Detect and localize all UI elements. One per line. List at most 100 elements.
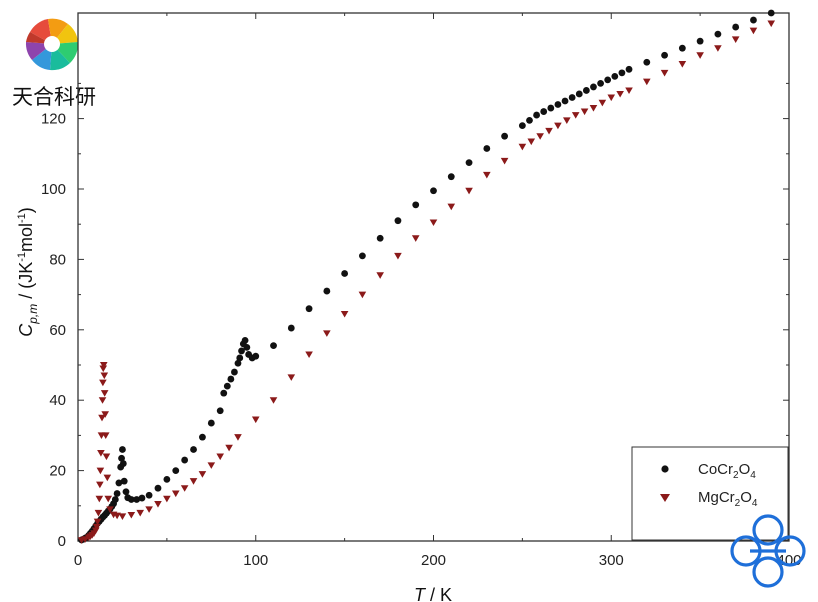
data-point-mgcr2o4 xyxy=(180,485,189,492)
data-point-mgcr2o4 xyxy=(749,27,758,35)
data-point-cocr2o4 xyxy=(119,446,126,453)
data-point-cocr2o4 xyxy=(554,101,562,108)
y-tick-label: 60 xyxy=(49,322,66,339)
data-point-mgcr2o4 xyxy=(465,187,473,195)
y-tick-label: 80 xyxy=(49,251,66,268)
data-point-mgcr2o4 xyxy=(234,434,242,441)
data-point-cocr2o4 xyxy=(111,496,119,503)
data-point-mgcr2o4 xyxy=(411,235,420,242)
brand-text: 天合科研 xyxy=(12,85,96,109)
data-point-mgcr2o4 xyxy=(94,509,103,517)
y-tick-label: 40 xyxy=(49,392,66,409)
data-point-cocr2o4 xyxy=(227,375,235,383)
data-point-mgcr2o4 xyxy=(98,414,106,422)
data-point-mgcr2o4 xyxy=(554,122,562,130)
data-point-mgcr2o4 xyxy=(93,518,102,526)
data-point-mgcr2o4 xyxy=(678,61,687,68)
data-point-mgcr2o4 xyxy=(99,362,108,369)
data-point-cocr2o4 xyxy=(118,454,125,462)
data-point-mgcr2o4 xyxy=(101,432,110,439)
data-point-mgcr2o4 xyxy=(323,330,331,337)
data-point-mgcr2o4 xyxy=(101,411,109,418)
data-point-cocr2o4 xyxy=(341,270,349,277)
watermark-logo-icon xyxy=(730,514,806,588)
data-point-cocr2o4 xyxy=(618,69,626,77)
data-point-mgcr2o4 xyxy=(225,444,233,452)
y-tick-label: 100 xyxy=(41,181,66,198)
data-point-mgcr2o4 xyxy=(483,171,491,179)
y-tick-label: 20 xyxy=(49,463,66,480)
data-point-cocr2o4 xyxy=(661,51,668,59)
data-point-cocr2o4 xyxy=(526,116,533,124)
data-point-mgcr2o4 xyxy=(305,351,313,359)
data-point-cocr2o4 xyxy=(287,324,295,332)
data-point-cocr2o4 xyxy=(590,83,597,91)
data-point-cocr2o4 xyxy=(138,494,146,502)
data-point-cocr2o4 xyxy=(270,342,277,350)
data-point-mgcr2o4 xyxy=(104,495,113,503)
data-point-mgcr2o4 xyxy=(96,467,105,475)
series-mgcr2o4 xyxy=(77,20,776,544)
y-axis-title: Cp,m / (JK-1mol-1) xyxy=(16,207,40,337)
data-point-cocr2o4 xyxy=(119,460,127,467)
data-point-cocr2o4 xyxy=(223,382,231,390)
data-point-mgcr2o4 xyxy=(563,117,571,124)
data-point-mgcr2o4 xyxy=(163,495,171,503)
data-point-mgcr2o4 xyxy=(198,471,207,478)
x-tick-label: 100 xyxy=(243,552,268,569)
brand-rainbow-icon xyxy=(25,18,79,71)
data-point-cocr2o4 xyxy=(216,407,224,415)
data-point-mgcr2o4 xyxy=(340,310,349,318)
data-point-mgcr2o4 xyxy=(118,513,127,520)
data-point-mgcr2o4 xyxy=(376,272,384,279)
data-point-mgcr2o4 xyxy=(616,90,624,98)
data-point-cocr2o4 xyxy=(113,490,121,497)
x-tick-label: 300 xyxy=(599,552,624,569)
data-point-cocr2o4 xyxy=(120,477,128,485)
data-point-cocr2o4 xyxy=(199,433,206,441)
data-point-mgcr2o4 xyxy=(127,511,136,519)
data-point-mgcr2o4 xyxy=(99,365,108,373)
data-point-cocr2o4 xyxy=(231,368,238,376)
data-point-mgcr2o4 xyxy=(598,99,607,107)
data-point-mgcr2o4 xyxy=(102,453,111,461)
data-point-mgcr2o4 xyxy=(269,397,278,404)
data-point-cocr2o4 xyxy=(575,90,583,98)
data-point-cocr2o4 xyxy=(243,344,251,351)
data-point-cocr2o4 xyxy=(750,16,757,24)
legend-box xyxy=(631,446,789,541)
data-point-mgcr2o4 xyxy=(394,252,402,260)
data-point-cocr2o4 xyxy=(359,252,366,260)
data-point-cocr2o4 xyxy=(236,354,244,362)
data-point-cocr2o4 xyxy=(127,496,135,503)
data-point-mgcr2o4 xyxy=(97,450,105,457)
series-cocr2o4 xyxy=(78,9,775,544)
data-point-cocr2o4 xyxy=(643,58,651,66)
data-point-cocr2o4 xyxy=(540,108,548,115)
data-point-mgcr2o4 xyxy=(589,105,598,112)
data-point-mgcr2o4 xyxy=(358,291,367,299)
y-tick-label: 120 xyxy=(41,111,66,128)
data-point-mgcr2o4 xyxy=(607,94,616,102)
brand-logo: 天合科研 xyxy=(12,18,96,109)
data-point-cocr2o4 xyxy=(483,145,491,152)
data-point-mgcr2o4 xyxy=(536,133,544,140)
data-point-mgcr2o4 xyxy=(103,474,112,482)
data-point-mgcr2o4 xyxy=(207,462,216,469)
data-point-mgcr2o4 xyxy=(429,219,438,227)
data-point-cocr2o4 xyxy=(412,201,420,209)
data-point-cocr2o4 xyxy=(678,44,686,52)
data-point-mgcr2o4 xyxy=(91,527,100,535)
legend-marker-mgcr2o4 xyxy=(660,494,670,502)
data-point-mgcr2o4 xyxy=(136,509,145,517)
legend: CoCr2O4 MgCr2O4 xyxy=(631,446,789,541)
data-point-mgcr2o4 xyxy=(527,138,536,146)
data-point-mgcr2o4 xyxy=(625,87,633,95)
data-point-cocr2o4 xyxy=(323,287,331,295)
data-point-cocr2o4 xyxy=(376,234,384,242)
data-point-mgcr2o4 xyxy=(767,20,776,28)
data-point-mgcr2o4 xyxy=(447,203,456,211)
data-point-mgcr2o4 xyxy=(92,523,101,531)
data-point-cocr2o4 xyxy=(241,336,249,344)
data-point-cocr2o4 xyxy=(172,467,180,474)
